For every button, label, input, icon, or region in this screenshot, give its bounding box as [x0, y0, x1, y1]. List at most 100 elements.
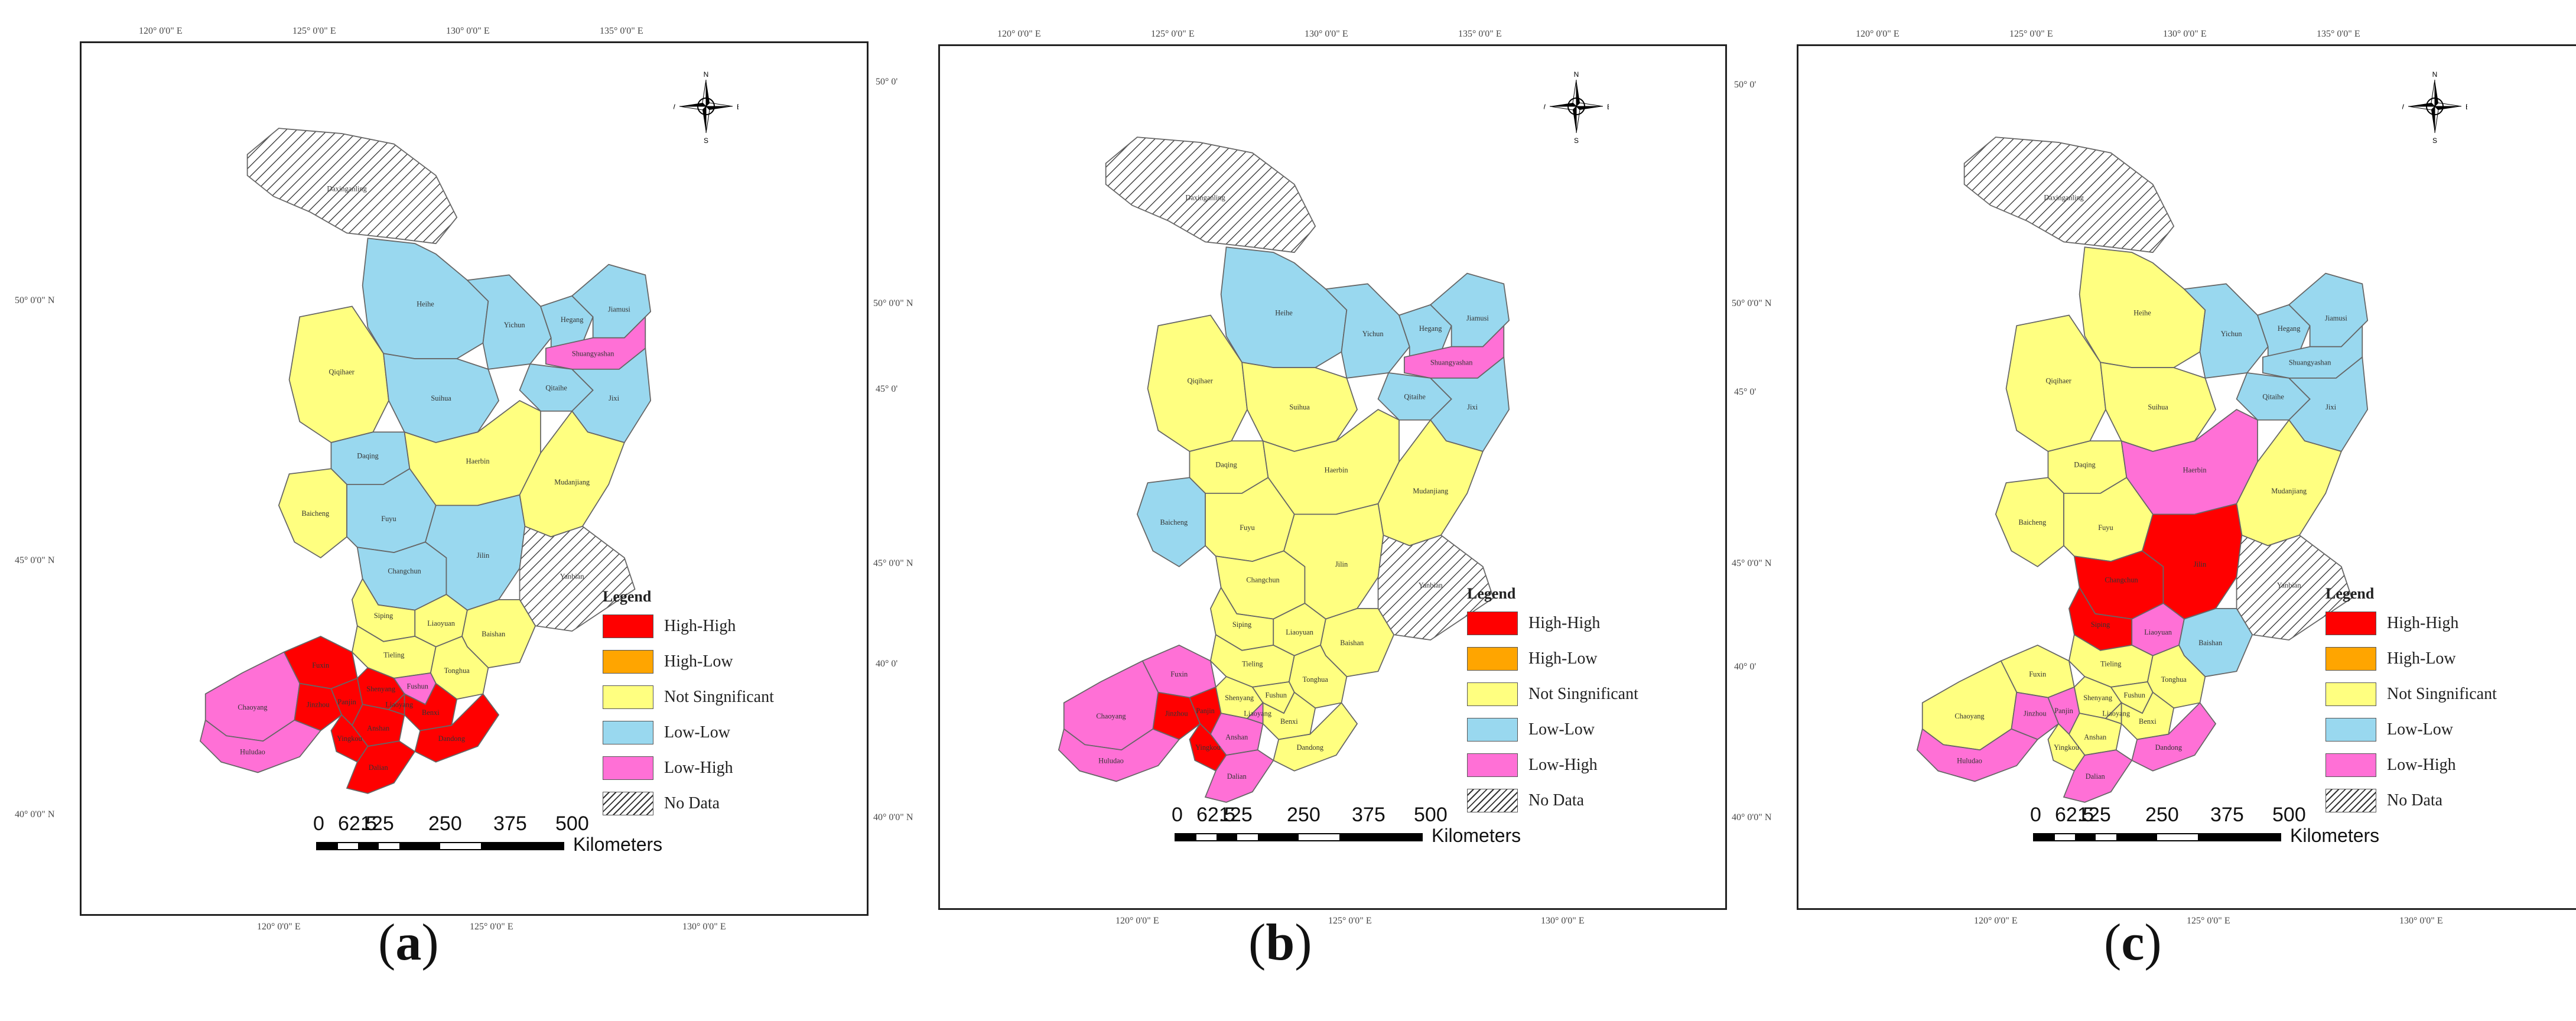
region-label-suihua: Suihua [2148, 403, 2168, 411]
legend-item-no-data: No Data [603, 792, 720, 815]
scale-tick-label: 125 [1219, 804, 1253, 826]
north-arrow-icon: N S E W [2402, 70, 2467, 145]
region-label-heihe: Heihe [2133, 309, 2151, 317]
latitude-label-left: 45° 0'0" N [873, 558, 913, 568]
region-label-suihua: Suihua [431, 394, 451, 402]
longitude-label-bottom: 120° 0'0" E [257, 922, 301, 932]
region-label-baicheng: Baicheng [2018, 518, 2046, 526]
region-dalian [346, 740, 416, 794]
north-arrow-e-label: E [2466, 103, 2467, 111]
legend-label: Low-High [1528, 756, 1598, 774]
region-label-yanbian: Yanbian [2277, 581, 2301, 589]
legend-item-low-low: Low-Low [1467, 718, 1595, 742]
scale-tick-label: 500 [2272, 804, 2306, 826]
longitude-label-bottom: 125° 0'0" E [1328, 916, 1372, 926]
region-label-jilin: Jilin [1335, 560, 1348, 568]
region-label-fuxin: Fuxin [1170, 670, 1188, 678]
region-yanbian [2236, 534, 2353, 640]
region-yanbian [1377, 534, 1494, 640]
region-suihua [383, 353, 500, 443]
region-label-liaoyuan: Liaoyuan [427, 619, 455, 627]
region-label-jiamusi: Jiamusi [1466, 314, 1489, 322]
longitude-label-top: 120° 0'0" E [1856, 29, 1900, 39]
legend-swatch [1467, 753, 1518, 777]
legend-item-high-low: High-Low [1467, 647, 1598, 671]
region-label-panjin: Panjin [337, 698, 356, 706]
scale-tick-label: 0 [1172, 804, 1183, 826]
region-label-shenyang: Shenyang [366, 685, 395, 693]
region-label-anshan: Anshan [2084, 733, 2106, 741]
north-arrow-s-label: S [704, 136, 708, 145]
region-label-yingkou: Yingkou [337, 734, 362, 743]
region-label-qitaihe: Qitaihe [1404, 392, 1426, 401]
region-label-dandong: Dandong [438, 734, 465, 743]
region-label-anshan: Anshan [1225, 733, 1248, 741]
longitude-label-top: 125° 0'0" E [1151, 29, 1195, 39]
region-label-yichun: Yichun [504, 321, 525, 329]
region-label-songyuan: Fuyu [2098, 523, 2113, 532]
region-label-songyuan: Fuyu [381, 515, 396, 523]
region-label-changchun: Changchun [388, 567, 421, 575]
region-label-yichun: Yichun [1362, 330, 1384, 338]
region-daxinganling [246, 128, 458, 245]
longitude-label-bottom: 130° 0'0" E [2399, 916, 2443, 926]
region-suihua [2100, 362, 2217, 452]
legend-swatch [603, 685, 653, 709]
panel-caption: (c) [2104, 914, 2162, 971]
region-label-hegang: Hegang [561, 316, 584, 324]
panel-caption-letter: b [1266, 914, 1295, 971]
region-label-daqing: Daqing [1215, 461, 1237, 469]
scale-bar [316, 842, 564, 850]
region-label-dandong: Dandong [1297, 743, 1323, 752]
longitude-label-top: 130° 0'0" E [446, 26, 490, 36]
region-label-yingkou: Yingkou [1195, 743, 1221, 752]
region-label-siping: Siping [374, 612, 393, 620]
legend-label: Low-Low [2387, 720, 2453, 739]
panel-caption-letter: c [2121, 914, 2145, 971]
legend-item-low-low: Low-Low [2325, 718, 2453, 742]
legend-swatch [2325, 718, 2376, 742]
region-label-shenyang: Shenyang [1225, 694, 1254, 702]
region-daxinganling [1963, 136, 2175, 253]
region-label-baishan: Baishan [2198, 639, 2222, 647]
choropleth-map: Daxinganling Heihe Yichun Hegang Jiamusi Shua… [1916, 136, 2369, 803]
region-daxinganling [1105, 136, 1316, 253]
longitude-label-top: 135° 0'0" E [2317, 29, 2360, 39]
region-huludao [1916, 728, 2039, 782]
region-label-daxinganling: Daxinganling [327, 185, 366, 193]
legend-swatch [2325, 789, 2376, 812]
north-arrow-icon: N S E W [674, 70, 739, 145]
region-label-songyuan: Fuyu [1240, 523, 1254, 532]
scale-tick-label: 375 [493, 812, 527, 835]
region-label-shuangyashan: Shuangyashan [1430, 359, 1473, 367]
region-label-daxinganling: Daxinganling [2044, 194, 2083, 202]
legend-item-not-significant: Not Singnificant [2325, 682, 2497, 706]
region-label-liaoyang: Liaoyang [1244, 710, 1271, 718]
region-label-heihe: Heihe [417, 300, 434, 308]
region-heihe [1220, 246, 1348, 369]
scale-tick-label: 62.5 [2055, 804, 2094, 826]
region-label-mudanjiang: Mudanjiang [554, 478, 590, 486]
longitude-label-top: 135° 0'0" E [600, 26, 643, 36]
region-huludao [199, 719, 322, 773]
north-arrow-w-label: W [674, 103, 676, 111]
region-label-shenyang: Shenyang [2083, 694, 2112, 702]
legend-label: Low-High [664, 759, 733, 777]
scale-tick-label: 62.5 [338, 812, 378, 835]
legend-item-low-low: Low-Low [603, 721, 730, 744]
legend-item-not-significant: Not Singnificant [1467, 682, 1638, 706]
region-label-liaoyang: Liaoyang [385, 701, 413, 709]
region-label-haerbin: Haerbin [2183, 466, 2207, 474]
latitude-label-left: 40° 0'0" N [1732, 812, 1772, 822]
region-label-anshan: Anshan [367, 724, 389, 732]
legend-title: Legend [1467, 585, 1516, 602]
region-label-qitaihe: Qitaihe [2262, 392, 2284, 401]
region-huludao [1058, 728, 1180, 782]
region-label-jiamusi: Jiamusi [2325, 314, 2347, 322]
region-label-dalian: Dalian [1227, 772, 1247, 781]
legend-label: High-High [2387, 614, 2459, 632]
region-label-baishan: Baishan [1340, 639, 1364, 647]
region-heihe [362, 238, 489, 360]
region-label-fuxin: Fuxin [2029, 670, 2046, 678]
latitude-label-right: 40° 0' [876, 659, 898, 669]
